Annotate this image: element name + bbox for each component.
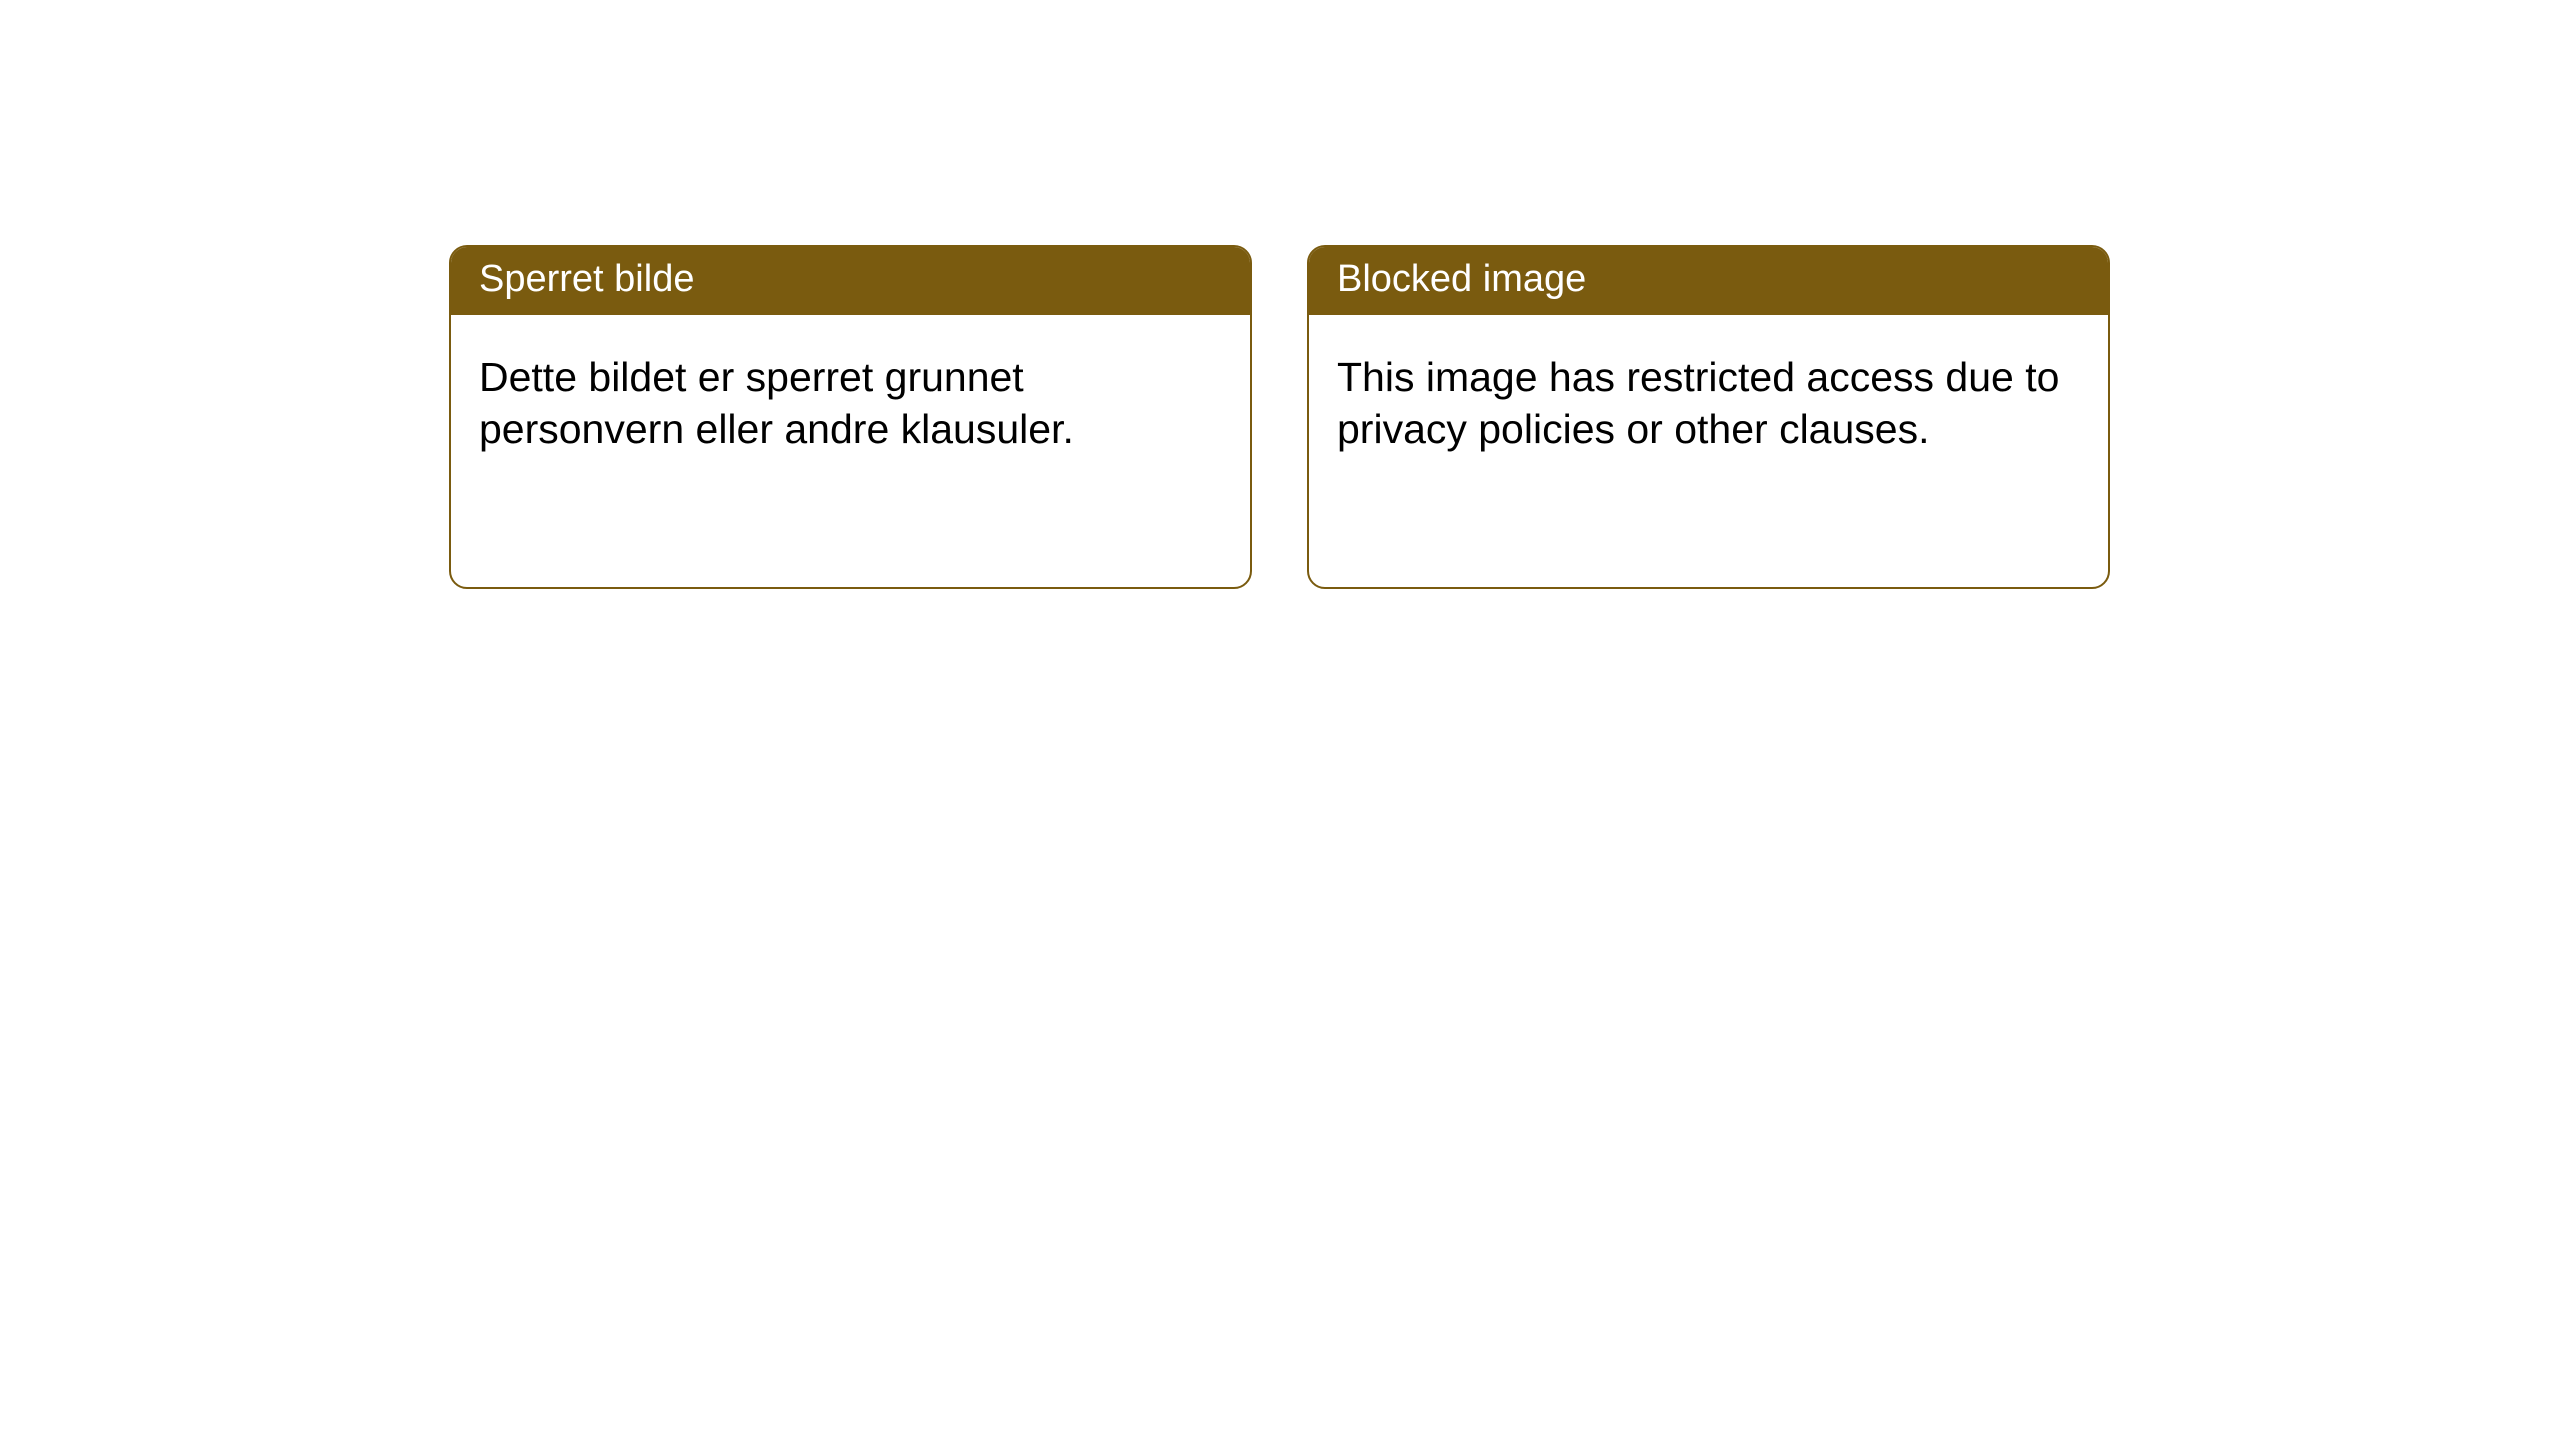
notice-card-body: Dette bildet er sperret grunnet personve… [451,315,1250,587]
notice-card-english: Blocked image This image has restricted … [1307,245,2110,589]
notice-card-message: This image has restricted access due to … [1337,351,2080,456]
notice-card-message: Dette bildet er sperret grunnet personve… [479,351,1222,456]
notice-card-title: Sperret bilde [451,247,1250,315]
notice-cards-container: Sperret bilde Dette bildet er sperret gr… [449,245,2110,589]
notice-card-norwegian: Sperret bilde Dette bildet er sperret gr… [449,245,1252,589]
notice-card-title: Blocked image [1309,247,2108,315]
notice-card-body: This image has restricted access due to … [1309,315,2108,587]
